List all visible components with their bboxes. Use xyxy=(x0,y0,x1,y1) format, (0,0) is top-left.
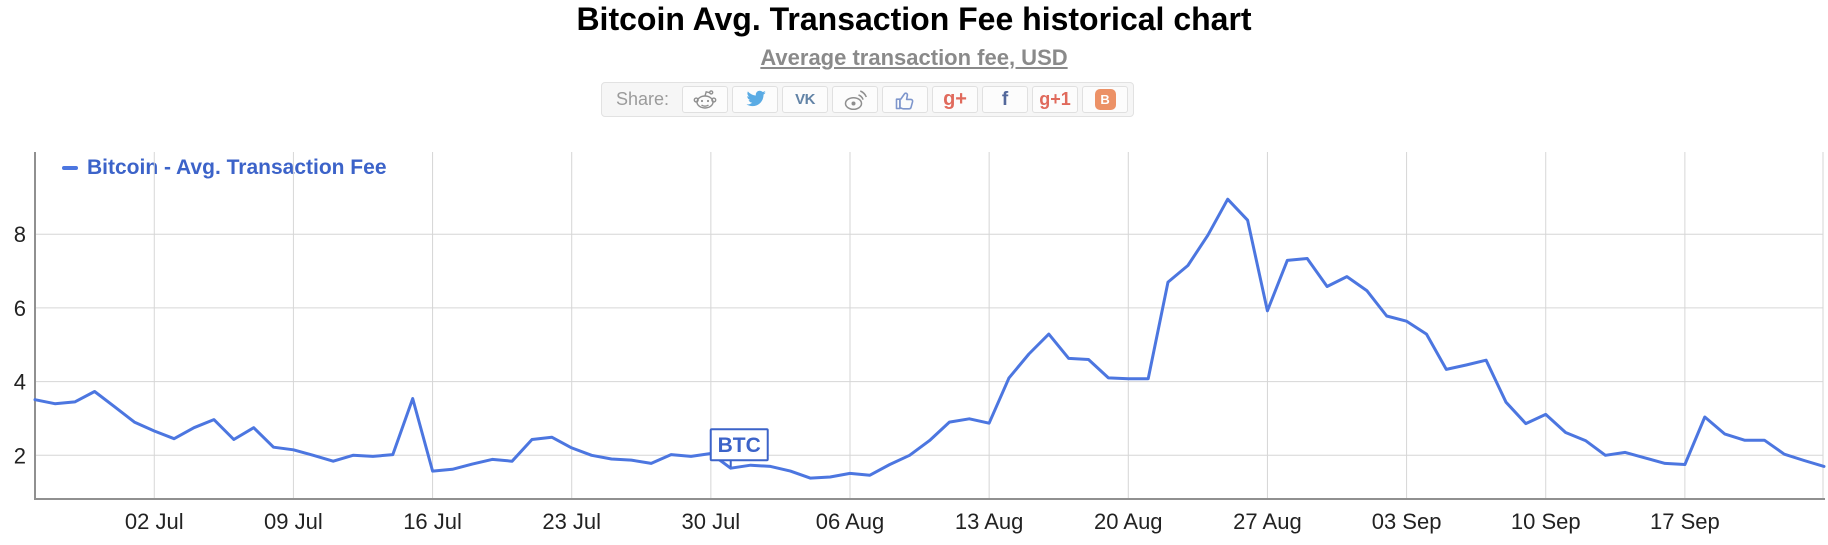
x-axis-tick-label: 09 Jul xyxy=(264,509,323,534)
share-facebook-button[interactable]: f xyxy=(982,86,1029,113)
y-axis-tick-label: 4 xyxy=(14,370,26,395)
x-axis-tick-label: 27 Aug xyxy=(1233,509,1302,534)
like-icon xyxy=(894,89,916,111)
x-axis-tick-label: 20 Aug xyxy=(1094,509,1163,534)
page-title: Bitcoin Avg. Transaction Fee historical … xyxy=(576,1,1252,37)
chart-legend[interactable]: Bitcoin - Avg. Transaction Fee xyxy=(62,156,387,180)
btc-flag-box xyxy=(709,428,769,462)
share-googleplus-button[interactable]: g+ xyxy=(932,86,979,113)
googleplus-icon: g+ xyxy=(943,88,967,110)
reddit-icon xyxy=(692,88,718,111)
x-axis-tick-label: 30 Jul xyxy=(681,509,740,534)
weibo-icon xyxy=(843,89,868,111)
fee-line-chart[interactable]: 2 4 6 8 02 Jul 09 Jul 16 Jul 23 Jul 30 Jul 06 Aug… xyxy=(0,150,1828,545)
share-vk-button[interactable]: VK xyxy=(782,86,829,113)
bitcoin-fee-line[interactable] xyxy=(33,197,1826,480)
legend-line-swatch xyxy=(62,166,78,170)
twitter-icon xyxy=(744,90,767,109)
x-axis-tick-label: 03 Sep xyxy=(1372,509,1442,534)
x-axis-tick-label: 17 Sep xyxy=(1650,509,1720,534)
x-axis-tick-label: 02 Jul xyxy=(125,509,184,534)
share-reddit-button[interactable] xyxy=(682,86,729,113)
share-like-button[interactable] xyxy=(882,86,929,113)
btc-flag[interactable]: BTC xyxy=(709,428,769,468)
x-axis-tick-label: 23 Jul xyxy=(542,509,601,534)
gplusone-icon: g+1 xyxy=(1039,89,1071,109)
share-blogger-button[interactable]: B xyxy=(1082,86,1129,113)
share-gplusone-button[interactable]: g+1 xyxy=(1032,86,1079,113)
share-bar: Share: VK g+ f g+1 B xyxy=(601,82,1135,117)
blogger-icon: B xyxy=(1094,89,1116,110)
chart-subtitle-row: Average transaction fee, USD xyxy=(0,45,1828,71)
y-axis-tick-label: 6 xyxy=(14,296,26,321)
btc-flag-label: BTC xyxy=(718,434,761,457)
y-axis-tick-label: 2 xyxy=(14,443,26,468)
legend-label: Bitcoin - Avg. Transaction Fee xyxy=(87,156,387,179)
x-axis-tick-label: 10 Sep xyxy=(1511,509,1581,534)
vk-icon: VK xyxy=(795,91,815,108)
share-weibo-button[interactable] xyxy=(832,86,879,113)
share-twitter-button[interactable] xyxy=(732,86,779,113)
y-axis-tick-label: 8 xyxy=(14,222,26,247)
x-axis-tick-label: 06 Aug xyxy=(816,509,885,534)
chart-subtitle-link[interactable]: Average transaction fee, USD xyxy=(760,45,1068,70)
facebook-icon: f xyxy=(1001,88,1009,110)
x-axis-tick-label: 16 Jul xyxy=(403,509,462,534)
x-axis-tick-label: 13 Aug xyxy=(955,509,1024,534)
share-label: Share: xyxy=(616,89,670,109)
